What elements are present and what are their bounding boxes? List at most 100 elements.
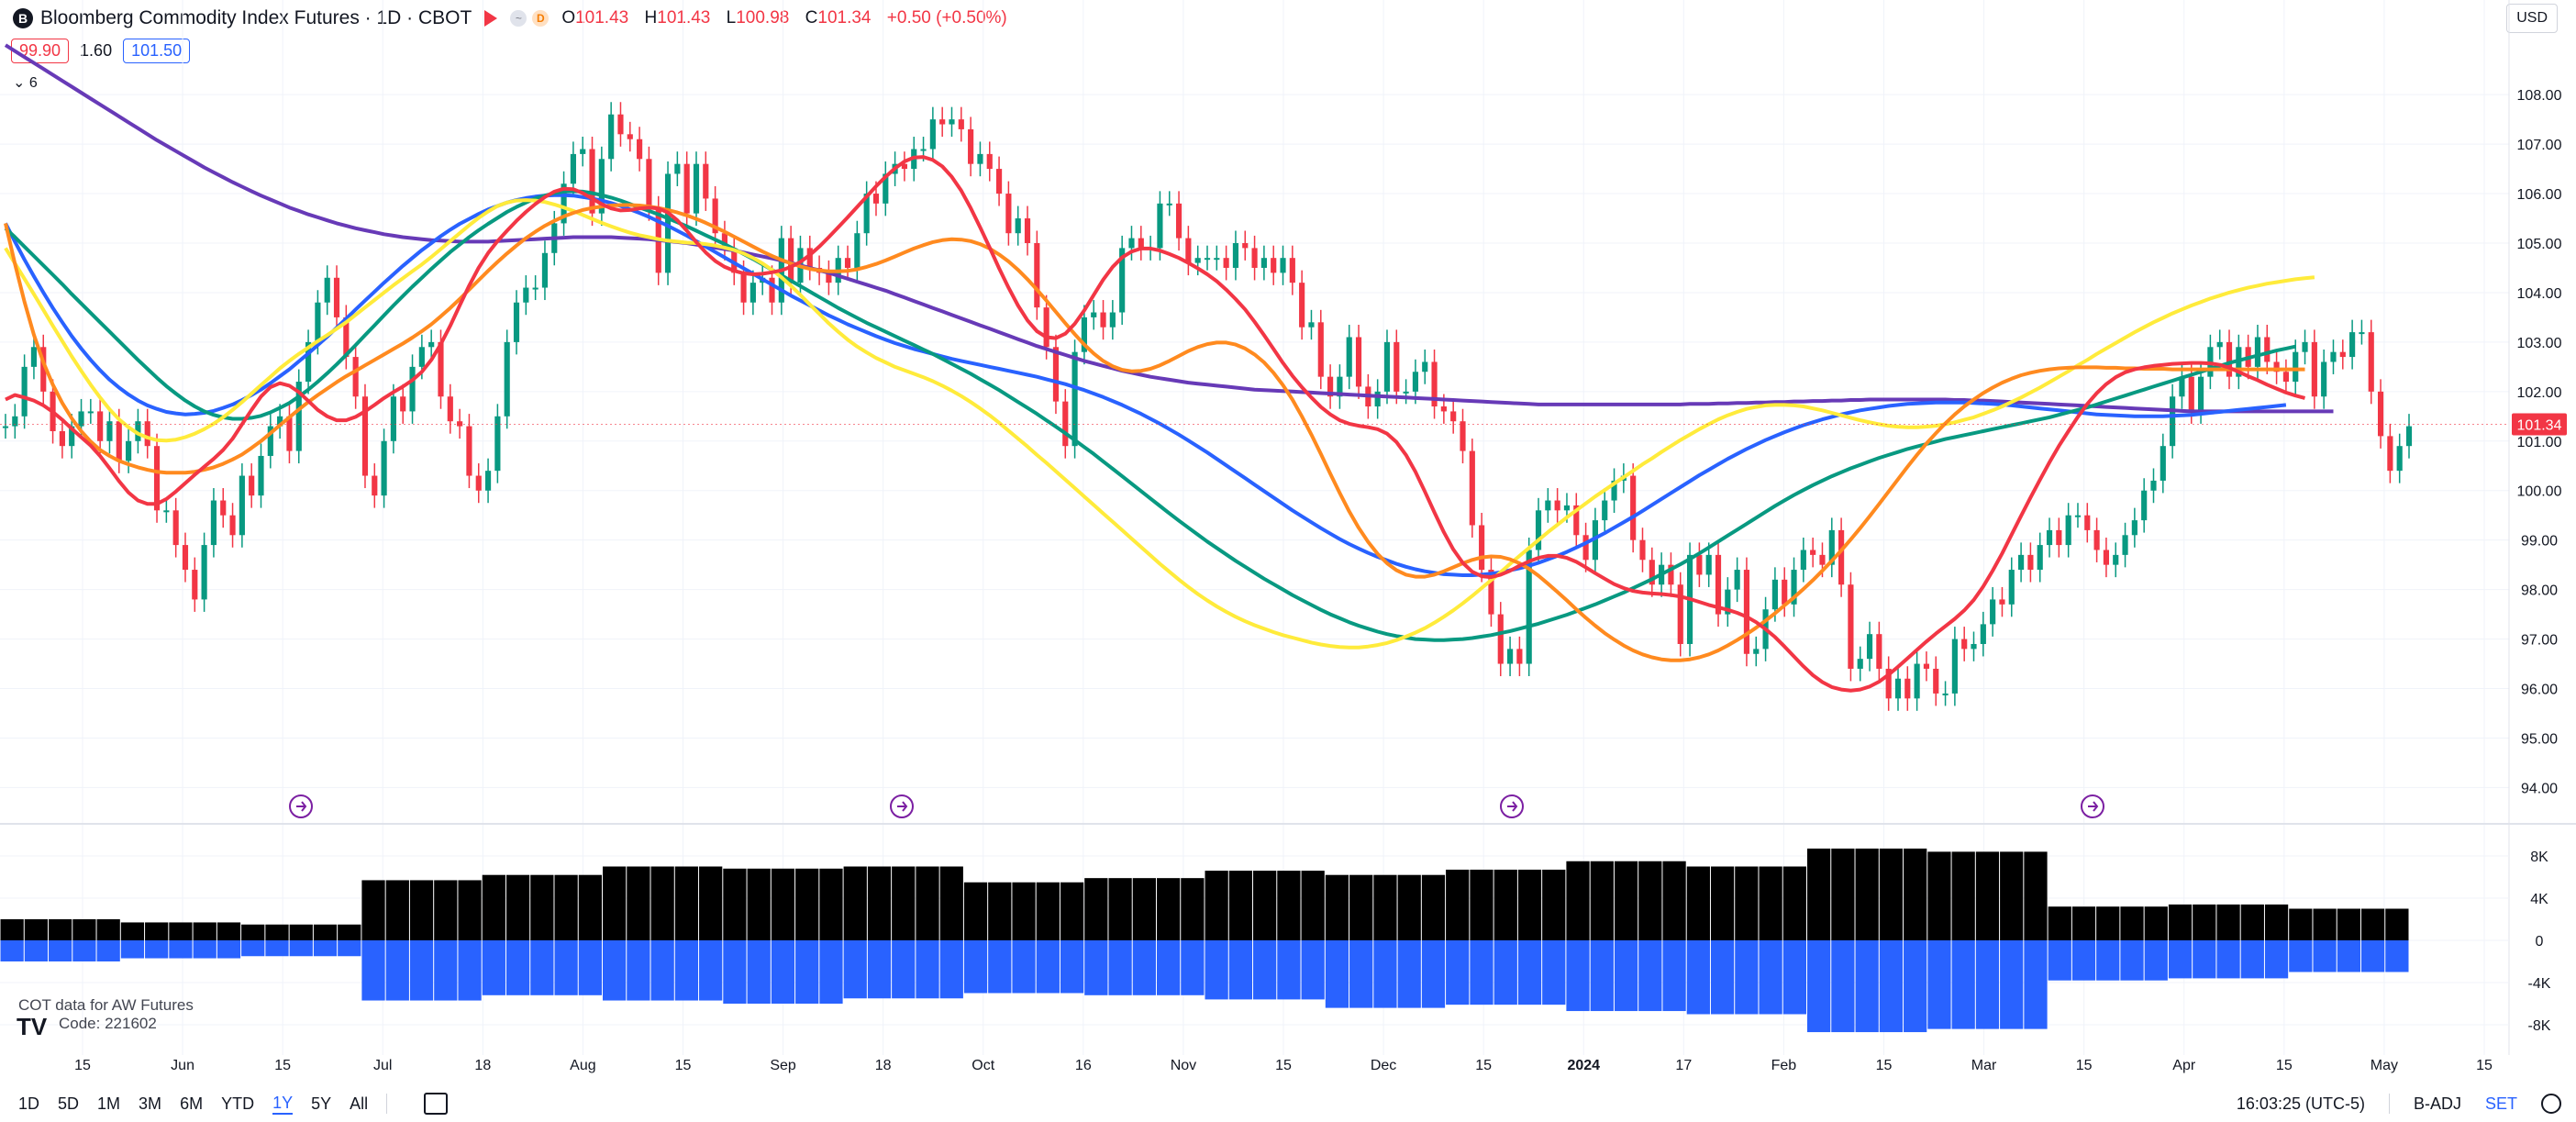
candle-body bbox=[2113, 554, 2119, 565]
range-3m[interactable]: 3M bbox=[139, 1094, 162, 1113]
candle-body bbox=[1043, 307, 1049, 348]
range-5d[interactable]: 5D bbox=[58, 1094, 80, 1113]
candle-body bbox=[1024, 218, 1031, 243]
cot-long-bar bbox=[2264, 904, 2289, 940]
candle-body bbox=[806, 248, 813, 268]
cot-short-bar bbox=[1277, 940, 1301, 1000]
cot-long-bar bbox=[988, 882, 1012, 940]
cot-short-bar bbox=[1686, 940, 1710, 1015]
candle-body bbox=[1327, 376, 1334, 397]
cot-long-bar bbox=[627, 866, 650, 940]
ohlc-values: O101.43 H101.43 L100.98 C101.34 +0.50 (+… bbox=[561, 8, 1007, 28]
ask-price[interactable]: 101.50 bbox=[123, 39, 191, 63]
ma-green-line bbox=[4, 189, 2296, 642]
cot-short-bar bbox=[650, 940, 674, 1001]
candle-body bbox=[2359, 332, 2365, 335]
high-value: 101.43 bbox=[657, 8, 711, 28]
range-all[interactable]: All bbox=[350, 1094, 369, 1113]
candle-body bbox=[995, 169, 1003, 194]
cot-short-bar bbox=[2264, 940, 2289, 979]
cot-long-bar bbox=[1638, 861, 1662, 940]
candle-body bbox=[2027, 554, 2034, 571]
candle-body bbox=[703, 163, 709, 199]
pill-wave[interactable]: ~ bbox=[510, 10, 527, 27]
price-axis-label: 98.00 bbox=[2521, 583, 2558, 599]
candle-body bbox=[608, 114, 615, 160]
candle-body bbox=[1526, 550, 1532, 664]
cot-long-bar bbox=[892, 866, 916, 940]
candle-body bbox=[135, 421, 141, 441]
clock[interactable]: 16:03:25 (UTC-5) bbox=[2236, 1094, 2365, 1113]
cot-long-bar bbox=[1807, 848, 1831, 940]
time-axis-label: 15 bbox=[675, 1058, 692, 1073]
candle-body bbox=[2103, 550, 2110, 565]
candle-body bbox=[1545, 500, 1551, 511]
cot-short-bar bbox=[289, 940, 313, 957]
symbol-title[interactable]: Bloomberg Commodity Index Futures · 1D ·… bbox=[40, 7, 472, 28]
cot-long-bar bbox=[361, 880, 385, 940]
candle-body bbox=[447, 396, 453, 422]
candle-body bbox=[1904, 678, 1911, 699]
cot-short-bar bbox=[434, 940, 458, 1001]
range-1m[interactable]: 1M bbox=[97, 1094, 121, 1113]
low-value: 100.98 bbox=[736, 8, 790, 28]
candle-body bbox=[1204, 258, 1211, 261]
price-chart[interactable]: 108.00 107.00 106.00 105.00 104.00 103.00 102.… bbox=[0, 0, 2576, 1085]
flag-icon[interactable] bbox=[484, 10, 498, 27]
range-5y[interactable]: 5Y bbox=[311, 1094, 332, 1113]
price-axis-label: 94.00 bbox=[2521, 781, 2558, 796]
calendar-icon[interactable] bbox=[424, 1093, 449, 1115]
cot-short-bar bbox=[699, 940, 723, 1001]
cot-long-bar bbox=[505, 874, 530, 940]
adjustment-toggle[interactable]: B-ADJ bbox=[2413, 1094, 2461, 1113]
session-toggle[interactable]: SET bbox=[2484, 1094, 2517, 1113]
candle-body bbox=[1346, 337, 1352, 377]
candle-body bbox=[2065, 515, 2071, 546]
price-axis-label: 95.00 bbox=[2521, 731, 2558, 747]
candle-body bbox=[1280, 258, 1286, 273]
cot-short-bar bbox=[2120, 940, 2144, 981]
ma-yellow-line bbox=[4, 198, 2315, 650]
candle-body bbox=[674, 163, 681, 174]
cot-short-bar bbox=[1542, 940, 1566, 1005]
range-ytd[interactable]: YTD bbox=[221, 1094, 255, 1113]
currency-selector[interactable]: USD bbox=[2506, 4, 2558, 33]
candle-body bbox=[854, 233, 861, 268]
toolbar-divider bbox=[386, 1094, 388, 1114]
ma-orange-line bbox=[4, 203, 2305, 662]
gear-icon[interactable] bbox=[2541, 1094, 2561, 1114]
legend-pills: ~ D bbox=[510, 10, 550, 27]
candle-body bbox=[872, 194, 880, 204]
candle-body bbox=[901, 163, 908, 170]
cot-long-bar bbox=[72, 919, 96, 940]
range-1y[interactable]: 1Y bbox=[272, 1094, 294, 1115]
cot-short-bar bbox=[1349, 940, 1373, 1008]
candle-body bbox=[541, 252, 549, 288]
candle-body bbox=[2188, 376, 2194, 412]
cot-long-bar bbox=[1446, 869, 1470, 940]
candle-body bbox=[749, 283, 756, 303]
cot-short-bar bbox=[530, 940, 554, 995]
candle-body bbox=[475, 475, 482, 491]
candle-body bbox=[116, 421, 122, 461]
ma-blue-line bbox=[4, 193, 2287, 577]
range-6m[interactable]: 6M bbox=[180, 1094, 204, 1113]
cot-short-bar bbox=[2096, 940, 2120, 981]
candle-body bbox=[1990, 599, 1996, 625]
candle-body bbox=[1232, 243, 1239, 268]
candle-body bbox=[769, 277, 775, 303]
candle-body bbox=[1696, 554, 1703, 575]
cot-long-bar bbox=[1927, 851, 1951, 940]
indicators-toggle[interactable]: ⌄ 6 bbox=[13, 73, 38, 92]
cot-short-bar bbox=[265, 940, 289, 957]
cot-short-bar bbox=[1831, 940, 1855, 1033]
cot-long-bar bbox=[24, 919, 49, 940]
pill-delayed[interactable]: D bbox=[532, 10, 550, 27]
candle-body bbox=[2264, 337, 2271, 362]
range-1d[interactable]: 1D bbox=[18, 1094, 40, 1113]
candle-body bbox=[1734, 570, 1740, 590]
candle-body bbox=[428, 341, 435, 348]
cot-long-bar bbox=[1951, 851, 1975, 940]
cot-long-bar bbox=[699, 866, 723, 940]
price-axis-label: 99.00 bbox=[2521, 534, 2558, 550]
